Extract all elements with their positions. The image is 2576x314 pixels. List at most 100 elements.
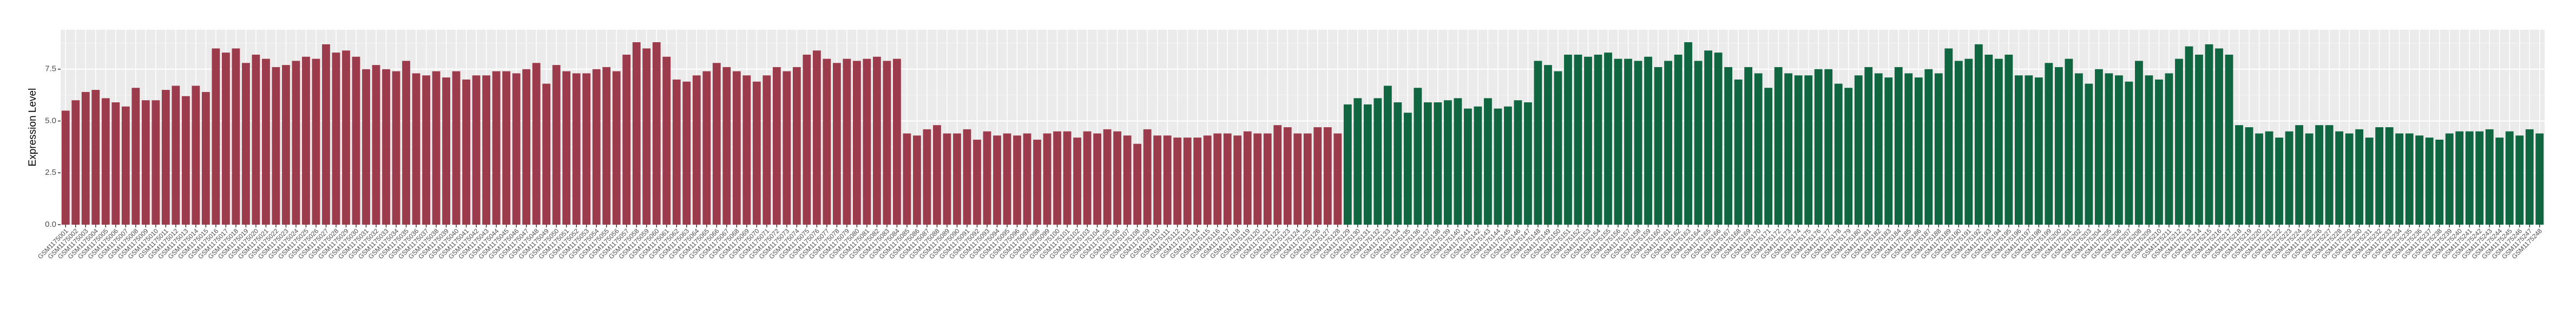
bar <box>161 90 170 225</box>
bar <box>1864 67 1873 225</box>
bar <box>121 106 130 225</box>
bar <box>2105 73 2113 225</box>
bar <box>1483 98 1492 225</box>
bar <box>1403 113 1412 225</box>
bar <box>1283 127 1292 225</box>
bar <box>552 65 561 225</box>
bar <box>372 65 380 225</box>
bar <box>702 71 711 225</box>
bar <box>81 91 90 225</box>
bar <box>1854 75 1863 225</box>
bar <box>402 61 410 225</box>
bar <box>1053 131 1061 225</box>
bar <box>2455 131 2464 225</box>
bar <box>832 63 841 225</box>
bar <box>1033 139 1041 225</box>
bar <box>923 129 931 225</box>
bar <box>2235 125 2243 225</box>
bar <box>2415 135 2424 225</box>
bar <box>1143 129 1152 225</box>
bar <box>652 42 661 225</box>
bar <box>2115 75 2123 225</box>
bar <box>2014 75 2023 225</box>
bar <box>2355 129 2364 225</box>
bar <box>1914 77 1923 225</box>
bar <box>1193 138 1202 225</box>
bar <box>2425 138 2434 225</box>
bar <box>2135 61 2143 225</box>
bar <box>1804 75 1813 225</box>
bar <box>1043 133 1052 225</box>
bar <box>783 71 791 225</box>
bar <box>1674 54 1683 225</box>
bar <box>1023 133 1031 225</box>
bar <box>1574 54 1582 225</box>
bar <box>1494 108 1502 225</box>
bar <box>322 44 330 225</box>
bar <box>1824 69 1833 225</box>
bar <box>2315 125 2323 225</box>
bar <box>312 58 320 225</box>
bar <box>2225 54 2233 225</box>
bar <box>973 139 981 225</box>
bar <box>2245 127 2253 225</box>
bar <box>1604 53 1612 225</box>
bar <box>192 86 200 225</box>
bar <box>272 67 280 225</box>
bar <box>432 71 441 225</box>
bar <box>2475 131 2484 225</box>
bar <box>2155 79 2163 225</box>
bar <box>1213 133 1222 225</box>
bar <box>452 71 461 225</box>
bar <box>482 75 490 225</box>
bar <box>1263 133 1272 225</box>
bar <box>772 67 781 225</box>
bar <box>1974 44 1983 225</box>
bar <box>2054 67 2063 225</box>
bar <box>1253 133 1262 225</box>
bar <box>1273 125 1282 225</box>
bar <box>2045 63 2053 225</box>
bar <box>342 50 350 225</box>
bar <box>172 86 180 225</box>
bar <box>2175 58 2183 225</box>
bar <box>1654 67 1662 225</box>
bar <box>132 88 140 225</box>
bar <box>1443 100 1452 225</box>
bar <box>152 100 160 225</box>
bar <box>1463 108 1472 225</box>
bar <box>1363 104 1372 225</box>
bar <box>2325 125 2334 225</box>
bar <box>1454 98 1462 225</box>
bar <box>512 73 521 225</box>
bar <box>492 71 501 225</box>
bar <box>1063 131 1072 225</box>
bar <box>61 110 70 225</box>
bar <box>1113 131 1122 225</box>
bar <box>1013 135 1021 225</box>
bar <box>1313 127 1322 225</box>
bar <box>1724 67 1732 225</box>
bar <box>672 79 681 225</box>
bar <box>1774 67 1783 225</box>
bar <box>1434 102 1442 225</box>
bar <box>1844 88 1853 225</box>
bar <box>1754 73 1763 225</box>
bar <box>2395 133 2404 225</box>
bar <box>1073 138 1081 225</box>
bar <box>2125 81 2133 225</box>
bar <box>993 135 1001 225</box>
bar <box>1163 135 1172 225</box>
bar <box>352 56 360 225</box>
bar <box>241 63 250 225</box>
bar <box>1814 69 1823 225</box>
bar <box>2275 138 2283 225</box>
bar <box>1884 77 1893 225</box>
bar <box>1964 58 1973 225</box>
bar <box>2445 133 2454 225</box>
bar <box>1874 73 1883 225</box>
y-tick-label: 0.0 <box>45 220 56 229</box>
bar <box>1203 135 1212 225</box>
bar <box>1594 54 1602 225</box>
bar <box>91 90 100 225</box>
